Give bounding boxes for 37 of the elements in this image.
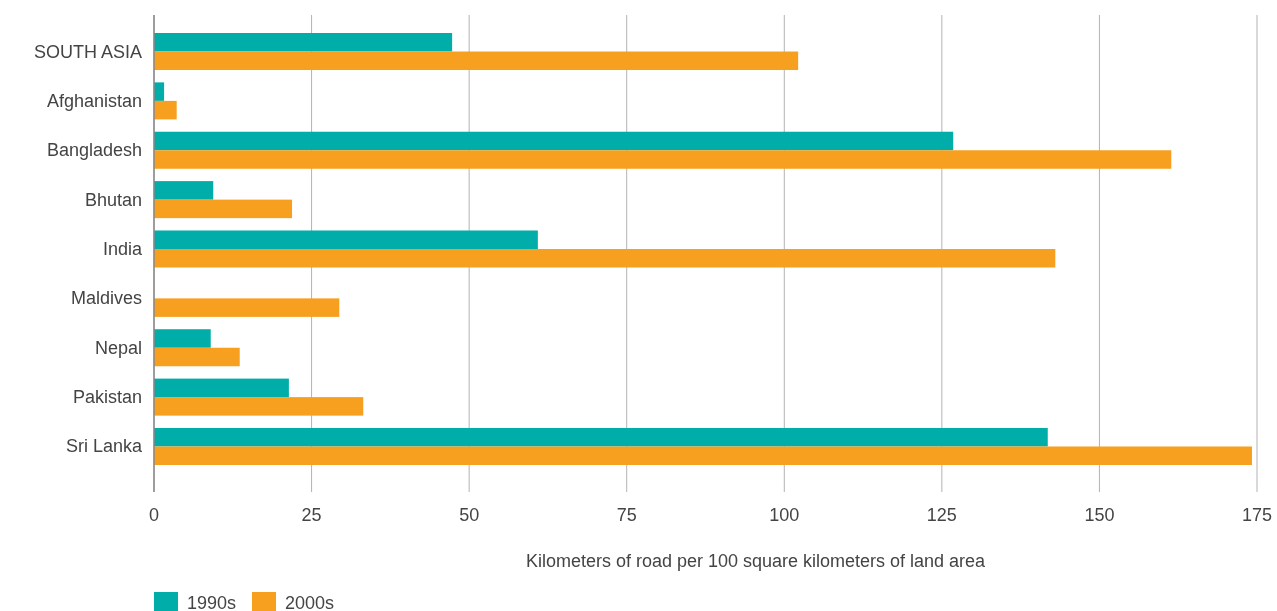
bar [154,51,799,71]
bar [154,181,214,200]
y-tick-label: Sri Lanka [65,436,143,457]
legend-label: 2000s [285,593,335,611]
x-tick-label: 175 [1241,505,1273,525]
x-tick-label: 0 [148,505,160,525]
x-axis-title: Kilometers of road per 100 square kilometers of land area [525,551,987,571]
bar [154,298,340,317]
bar [154,100,177,120]
bar [154,249,1056,268]
bar [154,378,289,398]
x-tick-label: 50 [459,505,480,525]
x-tick-label: 75 [616,505,637,525]
bar [154,397,364,416]
x-tick-label: 125 [926,505,957,525]
bar [154,33,453,52]
bar [154,446,1252,465]
bar [154,347,240,367]
y-tick-label: Bhutan [84,189,142,210]
y-tick-label: Bangladesh [46,140,142,161]
legend-label: 1990s [187,593,237,611]
bar [154,427,1048,447]
x-tick-label: 150 [1084,505,1115,525]
y-tick-label: Maldives [70,288,142,309]
y-tick-label: SOUTH ASIA [33,41,142,62]
y-tick-label: Afghanistan [46,90,142,111]
bar [154,230,538,249]
y-tick-label: India [102,239,143,259]
x-tick-label: 25 [301,505,322,525]
bar [154,82,165,101]
bar [154,131,954,151]
bar [154,150,1172,169]
y-tick-label: Pakistan [72,387,142,408]
bar [154,329,211,348]
bar [154,199,293,219]
x-tick-label: 100 [769,505,800,525]
y-tick-label: Nepal [94,337,142,358]
